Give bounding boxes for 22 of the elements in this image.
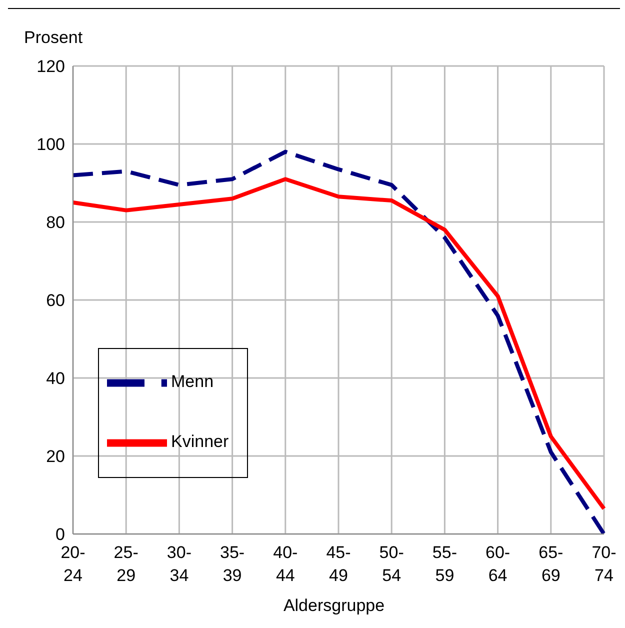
- x-tick-label: 25-29: [114, 543, 138, 585]
- y-tick-label: 80: [46, 213, 65, 232]
- x-tick-label: 30-34: [166, 543, 192, 585]
- y-axis-title: Prosent: [24, 28, 83, 48]
- y-tick-label: 100: [36, 135, 65, 154]
- x-tick-label: 40-44: [273, 543, 298, 585]
- x-tick-label: 45-49: [326, 543, 351, 585]
- y-tick-label: 60: [46, 291, 65, 310]
- y-tick-label: 40: [46, 369, 65, 388]
- y-tick-label: 120: [36, 57, 65, 76]
- x-tick-label: 65-69: [538, 543, 564, 585]
- x-tick-label: 55-59: [432, 543, 457, 585]
- y-tick-label: 20: [46, 447, 65, 466]
- legend-label: Kvinner: [171, 432, 229, 452]
- x-tick-label: 60-64: [486, 543, 510, 585]
- x-tick-label: 50-54: [379, 543, 404, 585]
- x-axis-title: Aldersgruppe: [282, 596, 386, 616]
- x-tick-label: 70-74: [592, 543, 616, 585]
- y-tick-label: 0: [56, 525, 65, 544]
- legend-label: Menn: [171, 372, 214, 392]
- x-tick-label: 35-39: [220, 543, 245, 585]
- x-tick-label: 20-24: [60, 543, 86, 585]
